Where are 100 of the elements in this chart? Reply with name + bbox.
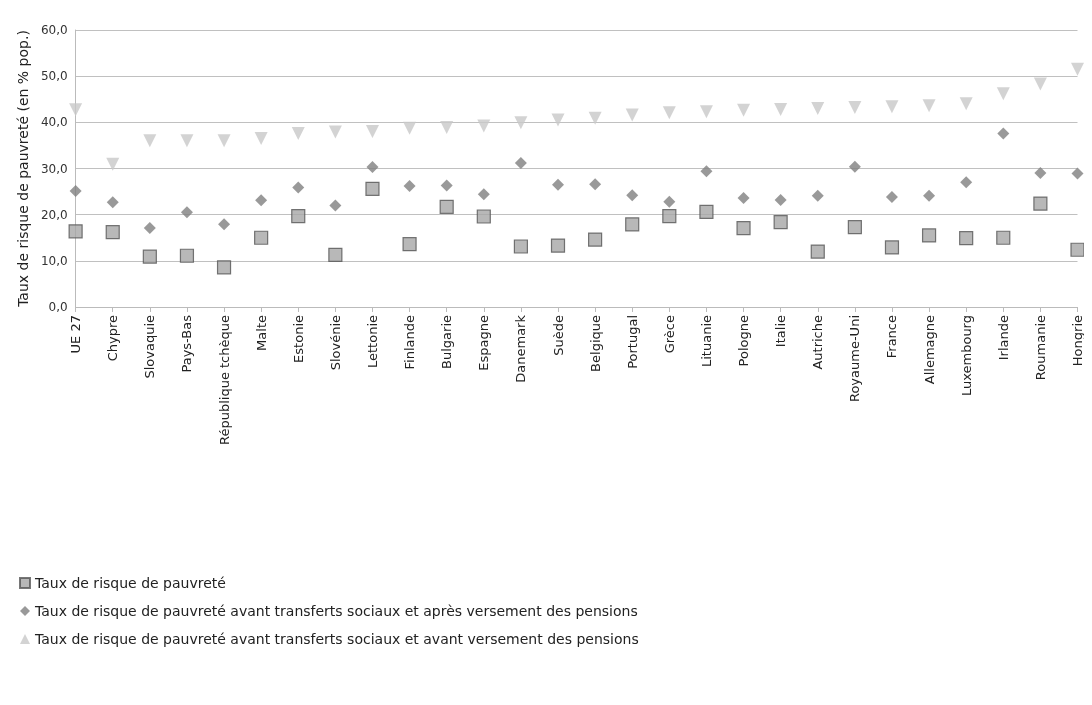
point — [328, 125, 342, 139]
point — [663, 195, 676, 208]
point — [847, 220, 862, 235]
point — [996, 87, 1010, 101]
y-tick-label: 30,0 — [40, 161, 68, 176]
point — [848, 160, 861, 173]
x-tick-label: Pologne — [736, 315, 752, 367]
point — [292, 181, 305, 194]
point — [440, 179, 453, 192]
x-tick-label: Lituanie — [698, 315, 714, 368]
point — [662, 208, 677, 224]
x-tick-label: Slovaquie — [142, 315, 158, 379]
point — [700, 165, 713, 178]
point — [552, 178, 565, 191]
point — [218, 218, 231, 231]
point — [921, 228, 937, 243]
point — [514, 156, 527, 169]
x-tick-label: Slovénie — [327, 315, 343, 371]
point — [142, 249, 157, 264]
point — [328, 247, 343, 262]
x-tick-label: Chypre — [105, 315, 121, 362]
x-tick-label: Finlande — [402, 315, 418, 370]
point — [143, 134, 157, 148]
point — [588, 111, 602, 125]
x-tick-label: Belgique — [587, 315, 603, 372]
point — [923, 189, 936, 202]
point — [514, 116, 528, 130]
point — [291, 208, 306, 224]
point — [1071, 62, 1084, 76]
point — [736, 220, 751, 236]
point — [959, 231, 974, 246]
x-tick-label: Grèce — [661, 315, 677, 354]
point — [588, 232, 603, 247]
x-tick-label: République tchèque — [216, 315, 232, 446]
point — [811, 189, 824, 202]
point — [625, 217, 640, 232]
point — [366, 161, 379, 174]
x-tick-label: Roumanie — [1032, 315, 1048, 381]
y-tick-label: 0,0 — [48, 300, 68, 314]
point — [329, 199, 342, 212]
point — [217, 134, 231, 148]
point — [180, 134, 194, 148]
point — [254, 131, 268, 145]
y-axis-title: Taux de risque de pauvreté (en % pop.) — [15, 30, 31, 308]
point — [1070, 242, 1084, 257]
x-tick-label: Irlande — [995, 315, 1011, 361]
x-tick-label: Espagne — [476, 315, 492, 371]
y-tick-label: 50,0 — [40, 69, 68, 84]
point — [737, 192, 750, 205]
point — [513, 239, 528, 254]
x-tick-label: Pays-Bas — [179, 314, 195, 373]
point — [589, 178, 602, 191]
point — [773, 214, 788, 230]
point — [477, 119, 491, 133]
point — [1071, 167, 1084, 180]
point — [1033, 196, 1048, 211]
legend-label: Taux de risque de pauvreté avant transferts sociaux et avant versement des pensions — [34, 631, 639, 647]
y-tick-label: 60,0 — [40, 23, 68, 37]
point — [885, 100, 899, 114]
legend-label: Taux de risque de pauvreté — [34, 575, 226, 591]
point — [440, 120, 454, 134]
point — [365, 181, 380, 196]
point — [68, 224, 83, 239]
x-tick-label: Italie — [773, 315, 789, 348]
x-tick-label: Hongrie — [1070, 315, 1085, 367]
point — [550, 238, 566, 253]
point — [106, 157, 120, 171]
point — [254, 230, 269, 245]
point — [477, 188, 490, 201]
point — [774, 102, 788, 116]
y-tick-label: 40,0 — [40, 115, 68, 130]
point — [699, 204, 714, 219]
x-tick-label: Portugal — [624, 315, 640, 369]
point — [959, 97, 973, 111]
point — [848, 101, 862, 115]
point — [402, 237, 417, 252]
point — [774, 193, 787, 206]
legend-label: Taux de risque de pauvreté avant transferts sociaux et après versement des pensions — [34, 603, 638, 619]
point — [625, 108, 639, 122]
point — [143, 222, 156, 235]
point — [1033, 77, 1047, 91]
point — [699, 105, 713, 119]
point — [105, 225, 120, 240]
x-tick-label: Allemagne — [921, 315, 937, 385]
point — [476, 209, 491, 224]
y-tick-label: 20,0 — [40, 207, 68, 222]
point — [662, 106, 676, 120]
x-tick-label: Autriche — [810, 315, 826, 370]
point — [291, 126, 305, 140]
point — [885, 191, 898, 204]
point — [216, 260, 232, 275]
x-tick-label: Estonie — [290, 315, 306, 363]
point — [811, 101, 825, 115]
point — [403, 180, 416, 193]
x-tick-label: Royaume-Uni — [847, 315, 863, 403]
point — [996, 230, 1011, 245]
point — [69, 185, 82, 198]
point — [180, 206, 193, 219]
point — [922, 99, 936, 113]
x-tick-label: Danemark — [513, 314, 529, 383]
